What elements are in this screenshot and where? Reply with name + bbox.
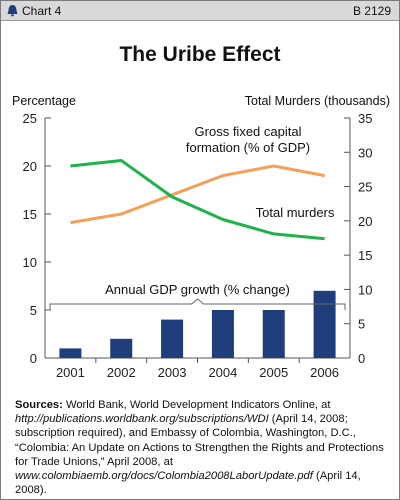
right-tick-label: 0: [358, 351, 365, 366]
heritage-bell-icon: [7, 5, 18, 17]
right-tick-label: 30: [358, 145, 372, 160]
sources-url-1[interactable]: http://publications.worldbank.org/subscr…: [15, 413, 269, 426]
chart-number: Chart 4: [22, 4, 62, 18]
left-axis-label: Percentage: [12, 94, 76, 108]
total-murders-label: Total murders: [256, 205, 335, 220]
left-tick-label: 15: [23, 207, 37, 222]
header-bar: Chart 4 B 2129: [1, 1, 399, 21]
left-tick-label: 20: [23, 159, 37, 174]
chart-title: The Uribe Effect: [119, 43, 280, 66]
right-tick-label: 25: [358, 180, 372, 195]
sources-text-1: World Bank, World Development Indicators…: [62, 399, 331, 411]
right-tick-label: 5: [358, 317, 365, 332]
gdp-growth-bar: [313, 290, 336, 358]
series-labels: Annual GDP growth (% change) Gross fixed …: [49, 124, 346, 310]
axes: 0 5 10 15 20 25 0 5 10 15 20 25 30 35 2001 2002 2003 2004…: [23, 111, 373, 380]
right-tick-label: 15: [358, 248, 372, 263]
sources-url-2[interactable]: www.colombiaemb.org/docs/Colombia2008Lab…: [15, 470, 313, 483]
capital-formation-line: [70, 164, 325, 225]
gdp-growth-bar: [211, 310, 234, 358]
gdp-growth-bar: [110, 338, 133, 358]
x-tick-label: 2004: [208, 365, 237, 380]
chart-svg: The Uribe Effect Percentage Total Murder…: [12, 43, 390, 380]
gdp-growth-bars: [59, 290, 336, 358]
gdp-growth-bar: [59, 348, 82, 358]
right-tick-label: 10: [358, 282, 372, 297]
x-tick-label: 2003: [158, 365, 187, 380]
gdp-growth-label: Annual GDP growth (% change): [105, 282, 290, 297]
right-axis-label: Total Murders (thousands): [245, 94, 390, 108]
x-tick-label: 2005: [259, 365, 288, 380]
series-lines: [70, 159, 325, 241]
sources-text-2: (April 14, 2008; subscription required),…: [15, 413, 384, 468]
left-tick-label: 5: [30, 303, 37, 318]
right-tick-label: 20: [358, 214, 372, 229]
sources-label: Sources:: [15, 399, 63, 411]
left-tick-label: 10: [23, 255, 37, 270]
gdp-growth-bar: [262, 310, 285, 358]
x-tick-label: 2001: [56, 365, 85, 380]
sources-note: Sources: World Bank, World Development I…: [15, 398, 391, 497]
x-tick-label: 2002: [107, 365, 136, 380]
right-tick-label: 35: [358, 111, 372, 126]
left-tick-label: 25: [23, 111, 37, 126]
gdp-growth-bracket: [49, 298, 346, 310]
capital-formation-label: formation (% of GDP): [186, 140, 310, 155]
total-murders-line: [70, 159, 325, 241]
capital-formation-label: Gross fixed capital: [195, 124, 302, 139]
report-id: B 2129: [352, 4, 391, 18]
sources-text-3: (April 14, 2008).: [15, 470, 361, 497]
left-tick-label: 0: [30, 351, 37, 366]
gdp-growth-bar: [161, 319, 184, 358]
x-tick-label: 2006: [310, 365, 339, 380]
